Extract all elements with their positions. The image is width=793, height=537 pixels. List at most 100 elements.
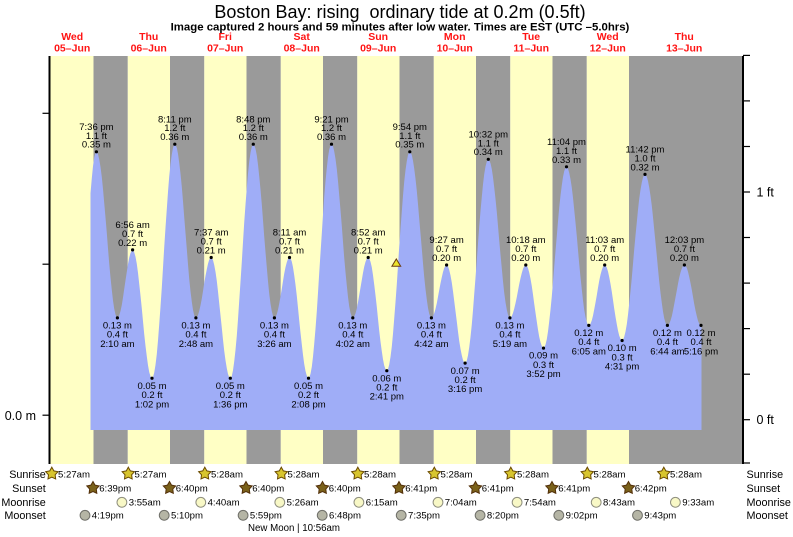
svg-text:5:28am: 5:28am (670, 469, 702, 480)
svg-text:0.35 m: 0.35 m (82, 140, 111, 151)
svg-text:0.7 ft: 0.7 ft (201, 237, 222, 248)
svg-text:0.34 m: 0.34 m (474, 147, 503, 158)
svg-text:0.20 m: 0.20 m (670, 253, 699, 264)
svg-text:0.13 m: 0.13 m (417, 321, 446, 332)
svg-text:1.0 ft: 1.0 ft (634, 153, 655, 164)
svg-text:Moonrise: Moonrise (1, 497, 45, 509)
svg-text:0.7 ft: 0.7 ft (358, 237, 379, 248)
svg-text:12–Jun: 12–Jun (590, 43, 626, 55)
svg-text:0.13 m: 0.13 m (181, 321, 210, 332)
svg-text:Moonrise: Moonrise (747, 497, 791, 509)
svg-text:6:56 am: 6:56 am (115, 220, 149, 231)
svg-text:0.06 m: 0.06 m (372, 373, 401, 384)
svg-text:11:04 pm: 11:04 pm (547, 137, 586, 148)
svg-text:0.3 ft: 0.3 ft (533, 360, 554, 371)
svg-text:Boston Bay: rising ordinary t: Boston Bay: rising ordinary tide at 0.2m… (214, 2, 585, 22)
svg-text:0.36 m: 0.36 m (160, 132, 189, 143)
svg-text:0.05 m: 0.05 m (294, 381, 323, 392)
svg-text:5:19 am: 5:19 am (493, 339, 527, 350)
svg-text:6:41pm: 6:41pm (482, 484, 514, 495)
svg-text:4:19pm: 4:19pm (92, 511, 124, 522)
svg-text:9:43pm: 9:43pm (644, 511, 676, 522)
svg-text:0.7 ft: 0.7 ft (594, 244, 615, 255)
svg-text:Tue: Tue (522, 31, 540, 43)
svg-text:7:37 am: 7:37 am (194, 228, 228, 239)
svg-text:7:36 pm: 7:36 pm (79, 122, 113, 133)
svg-text:6:05 am: 6:05 am (572, 346, 606, 357)
svg-text:New Moon | 10:56am: New Moon | 10:56am (248, 523, 340, 534)
svg-text:0.4 ft: 0.4 ft (264, 330, 285, 341)
svg-text:6:40pm: 6:40pm (329, 484, 361, 495)
svg-text:0.35 m: 0.35 m (395, 140, 424, 151)
svg-text:9:21 pm: 9:21 pm (314, 114, 348, 125)
svg-text:06–Jun: 06–Jun (131, 43, 167, 55)
svg-text:05–Jun: 05–Jun (54, 43, 90, 55)
svg-text:5:28am: 5:28am (288, 469, 320, 480)
svg-text:0.0 m: 0.0 m (5, 409, 36, 423)
svg-text:5:26am: 5:26am (287, 498, 319, 509)
svg-text:07–Jun: 07–Jun (207, 43, 243, 55)
svg-text:0.05 m: 0.05 m (216, 381, 245, 392)
svg-text:Sat: Sat (294, 31, 311, 43)
svg-text:0.20 m: 0.20 m (432, 253, 461, 264)
svg-text:3:16 pm: 3:16 pm (448, 384, 482, 395)
svg-text:0.4 ft: 0.4 ft (578, 337, 599, 348)
svg-text:5:10pm: 5:10pm (171, 511, 203, 522)
svg-text:1.2 ft: 1.2 ft (321, 123, 342, 134)
svg-text:5:27am: 5:27am (58, 469, 90, 480)
svg-text:0.2 ft: 0.2 ft (141, 390, 162, 401)
svg-text:6:39pm: 6:39pm (99, 484, 131, 495)
svg-text:0.07 m: 0.07 m (451, 366, 480, 377)
svg-text:0.36 m: 0.36 m (239, 132, 268, 143)
svg-text:6:41pm: 6:41pm (405, 484, 437, 495)
svg-text:0.4 ft: 0.4 ft (185, 330, 206, 341)
svg-text:08–Jun: 08–Jun (284, 43, 320, 55)
svg-text:7:54am: 7:54am (524, 498, 556, 509)
svg-text:5:28am: 5:28am (594, 469, 626, 480)
svg-text:Moonset: Moonset (4, 510, 45, 522)
svg-text:0.2 ft: 0.2 ft (376, 383, 397, 394)
svg-text:11:03 am: 11:03 am (585, 235, 624, 246)
svg-text:Moonset: Moonset (747, 510, 788, 522)
svg-text:0.12 m: 0.12 m (574, 328, 603, 339)
svg-text:6:48pm: 6:48pm (329, 511, 361, 522)
svg-text:1.1 ft: 1.1 ft (399, 131, 420, 142)
svg-text:0.20 m: 0.20 m (511, 253, 540, 264)
svg-text:0.12 m: 0.12 m (686, 328, 715, 339)
svg-text:7:04am: 7:04am (445, 498, 477, 509)
svg-text:9:27 am: 9:27 am (429, 235, 463, 246)
svg-text:10:18 am: 10:18 am (506, 235, 546, 246)
svg-text:6:15am: 6:15am (366, 498, 398, 509)
svg-text:Sun: Sun (368, 31, 388, 43)
svg-text:10–Jun: 10–Jun (437, 43, 473, 55)
svg-text:Thu: Thu (675, 31, 694, 43)
svg-text:6:40pm: 6:40pm (176, 484, 208, 495)
svg-text:4:40am: 4:40am (208, 498, 240, 509)
svg-text:5:28am: 5:28am (517, 469, 549, 480)
svg-text:0.7 ft: 0.7 ft (515, 244, 536, 255)
svg-text:0.3 ft: 0.3 ft (612, 352, 633, 363)
svg-text:1.2 ft: 1.2 ft (243, 123, 264, 134)
svg-text:4:31 pm: 4:31 pm (605, 362, 639, 373)
svg-text:0.13 m: 0.13 m (495, 321, 524, 332)
svg-text:Sunrise: Sunrise (9, 469, 46, 481)
svg-text:0 ft: 0 ft (757, 413, 775, 427)
svg-text:0.13 m: 0.13 m (103, 321, 132, 332)
svg-text:8:48 pm: 8:48 pm (236, 114, 270, 125)
svg-text:5:27am: 5:27am (135, 469, 167, 480)
svg-text:1 ft: 1 ft (757, 185, 775, 199)
svg-text:Mon: Mon (444, 31, 466, 43)
svg-text:2:08 pm: 2:08 pm (291, 399, 325, 410)
svg-text:1.1 ft: 1.1 ft (86, 131, 107, 142)
svg-text:0.7 ft: 0.7 ft (674, 244, 695, 255)
svg-text:0.21 m: 0.21 m (354, 245, 383, 256)
svg-text:4:02 am: 4:02 am (336, 339, 370, 350)
svg-text:3:26 am: 3:26 am (257, 339, 291, 350)
svg-text:0.4 ft: 0.4 ft (499, 330, 520, 341)
svg-text:8:11 pm: 8:11 pm (158, 114, 192, 125)
svg-text:0.4 ft: 0.4 ft (657, 337, 678, 348)
svg-text:5:16 pm: 5:16 pm (684, 346, 718, 357)
svg-text:9:02pm: 9:02pm (566, 511, 598, 522)
svg-text:0.4 ft: 0.4 ft (107, 330, 128, 341)
svg-text:8:20pm: 8:20pm (487, 511, 519, 522)
